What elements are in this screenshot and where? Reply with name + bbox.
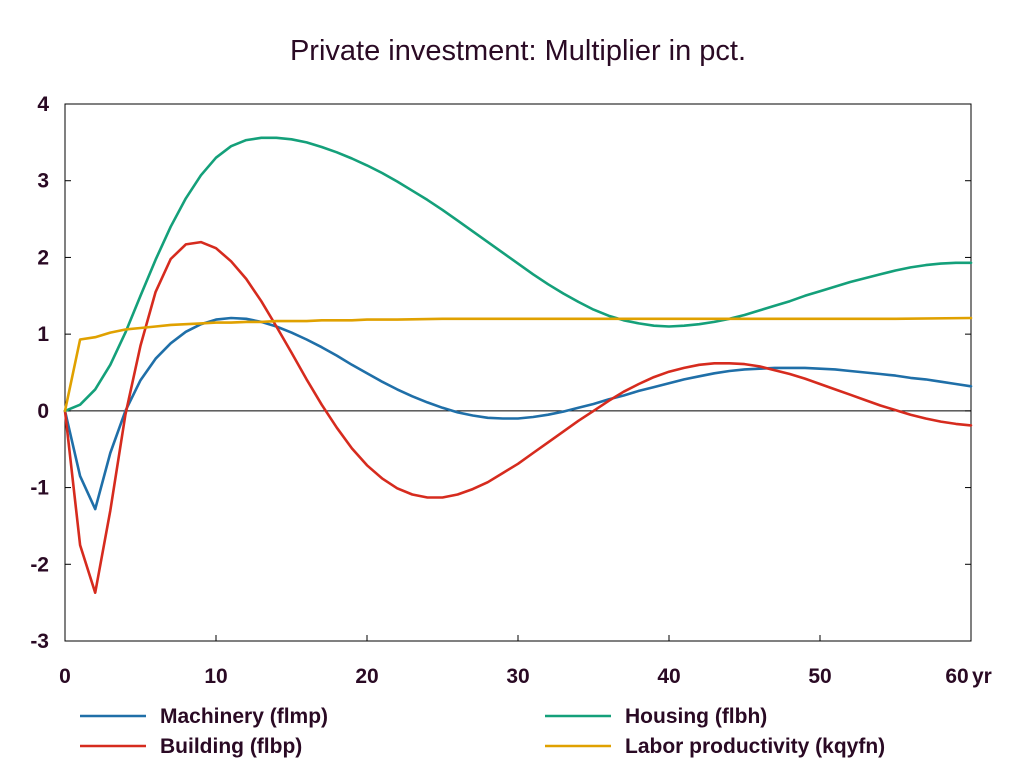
series-line-2 (63, 240, 973, 594)
legend-label: Building (flbp) (160, 735, 302, 758)
x-tick-label: 40 (657, 665, 680, 688)
series-line-4 (63, 316, 973, 413)
x-tick-label: 60 (945, 665, 968, 688)
legend: Machinery (flmp) Building (flbp) Housing (… (80, 705, 885, 758)
series-layer (63, 136, 973, 594)
x-tick-label: 0 (59, 665, 71, 688)
y-tick-label: -3 (30, 630, 49, 653)
legend-label: Labor productivity (kqyfn) (625, 735, 885, 758)
legend-label: Machinery (flmp) (160, 705, 328, 728)
y-tick-label: 1 (37, 323, 49, 346)
legend-label: Housing (flbh) (625, 705, 767, 728)
y-tick-label: 0 (37, 400, 49, 423)
plot-border (64, 103, 972, 642)
plot-frame (64, 103, 972, 642)
x-tick-label: 20 (355, 665, 378, 688)
y-tick-label: -1 (30, 477, 49, 500)
y-tick-label: 4 (37, 93, 49, 116)
x-tick-label: 50 (808, 665, 831, 688)
chart-title: Private investment: Multiplier in pct. (290, 35, 746, 67)
series-line-1 (63, 316, 973, 511)
legend-item-2: Building (flbp) (80, 735, 302, 758)
legend-item-4: Labor productivity (kqyfn) (545, 735, 885, 758)
y-tick-label: -2 (30, 553, 49, 576)
x-tick-label: 30 (506, 665, 529, 688)
legend-item-1: Machinery (flmp) (80, 705, 328, 728)
y-tick-label: 2 (37, 246, 49, 269)
x-tick-label: 10 (204, 665, 227, 688)
x-unit-label: yr (972, 665, 992, 688)
legend-item-3: Housing (flbh) (545, 705, 767, 728)
y-tick-label: 3 (37, 170, 49, 193)
series-line-3 (63, 136, 973, 413)
